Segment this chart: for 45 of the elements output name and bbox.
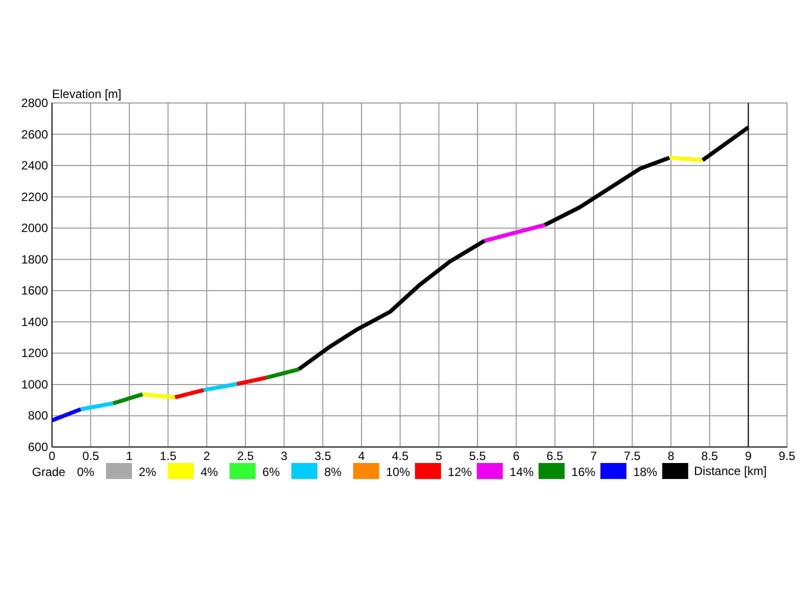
legend-label: 6% [262,465,280,479]
x-tick-label: 7.5 [624,449,641,463]
x-tick-label: 8 [668,449,675,463]
y-tick-label: 2600 [21,127,48,142]
x-tick-label: 4.5 [392,449,409,463]
y-tick-label: 2400 [21,158,48,173]
x-tick-label: 1.5 [160,449,177,463]
legend-label: 12% [448,465,472,479]
x-tick-label: 7 [590,449,598,463]
x-axis-title: Distance [km] [694,464,767,478]
legend-label: 18% [633,465,658,479]
x-tick-label: 0 [48,449,56,463]
y-tick-label: 1400 [21,314,48,329]
x-tick-label: 2.5 [237,449,254,463]
x-tick-label: 2 [203,449,210,463]
legend-title: Grade [32,465,66,479]
x-tick-label: 9 [744,449,752,463]
x-tick-label: 0.5 [82,449,100,463]
y-tick-label: 2200 [21,190,48,204]
x-tick-label: 8.5 [701,449,718,463]
y-tick-label: 1200 [21,346,48,360]
x-tick-label: 5.5 [469,449,486,463]
legend-label: 10% [386,465,410,479]
legend-label: 14% [510,465,534,479]
x-tick-label: 1 [126,449,134,463]
y-tick-label: 600 [28,440,48,454]
x-tick-label: 3 [280,449,288,463]
legend-label: 0% [77,465,95,479]
y-axis-title: Elevation [m] [52,87,122,101]
y-tick-label: 1600 [21,284,48,298]
legend-label: 4% [200,465,218,479]
y-tick-label: 2000 [21,221,48,236]
y-tick-label: 800 [28,408,48,423]
x-tick-label: 9.5 [778,449,796,463]
x-tick-label: 3.5 [314,449,332,463]
legend-label: 8% [324,465,342,479]
y-tick-label: 2800 [21,96,48,110]
legend-label: 16% [571,465,596,479]
x-tick-label: 6.5 [546,449,564,463]
legend-label: 2% [138,465,156,479]
x-tick-label: 4 [358,449,366,463]
x-tick-label: 5 [436,449,442,463]
x-tick-label: 6 [512,449,520,463]
y-tick-label: 1800 [21,252,48,266]
y-tick-label: 1000 [21,377,48,392]
